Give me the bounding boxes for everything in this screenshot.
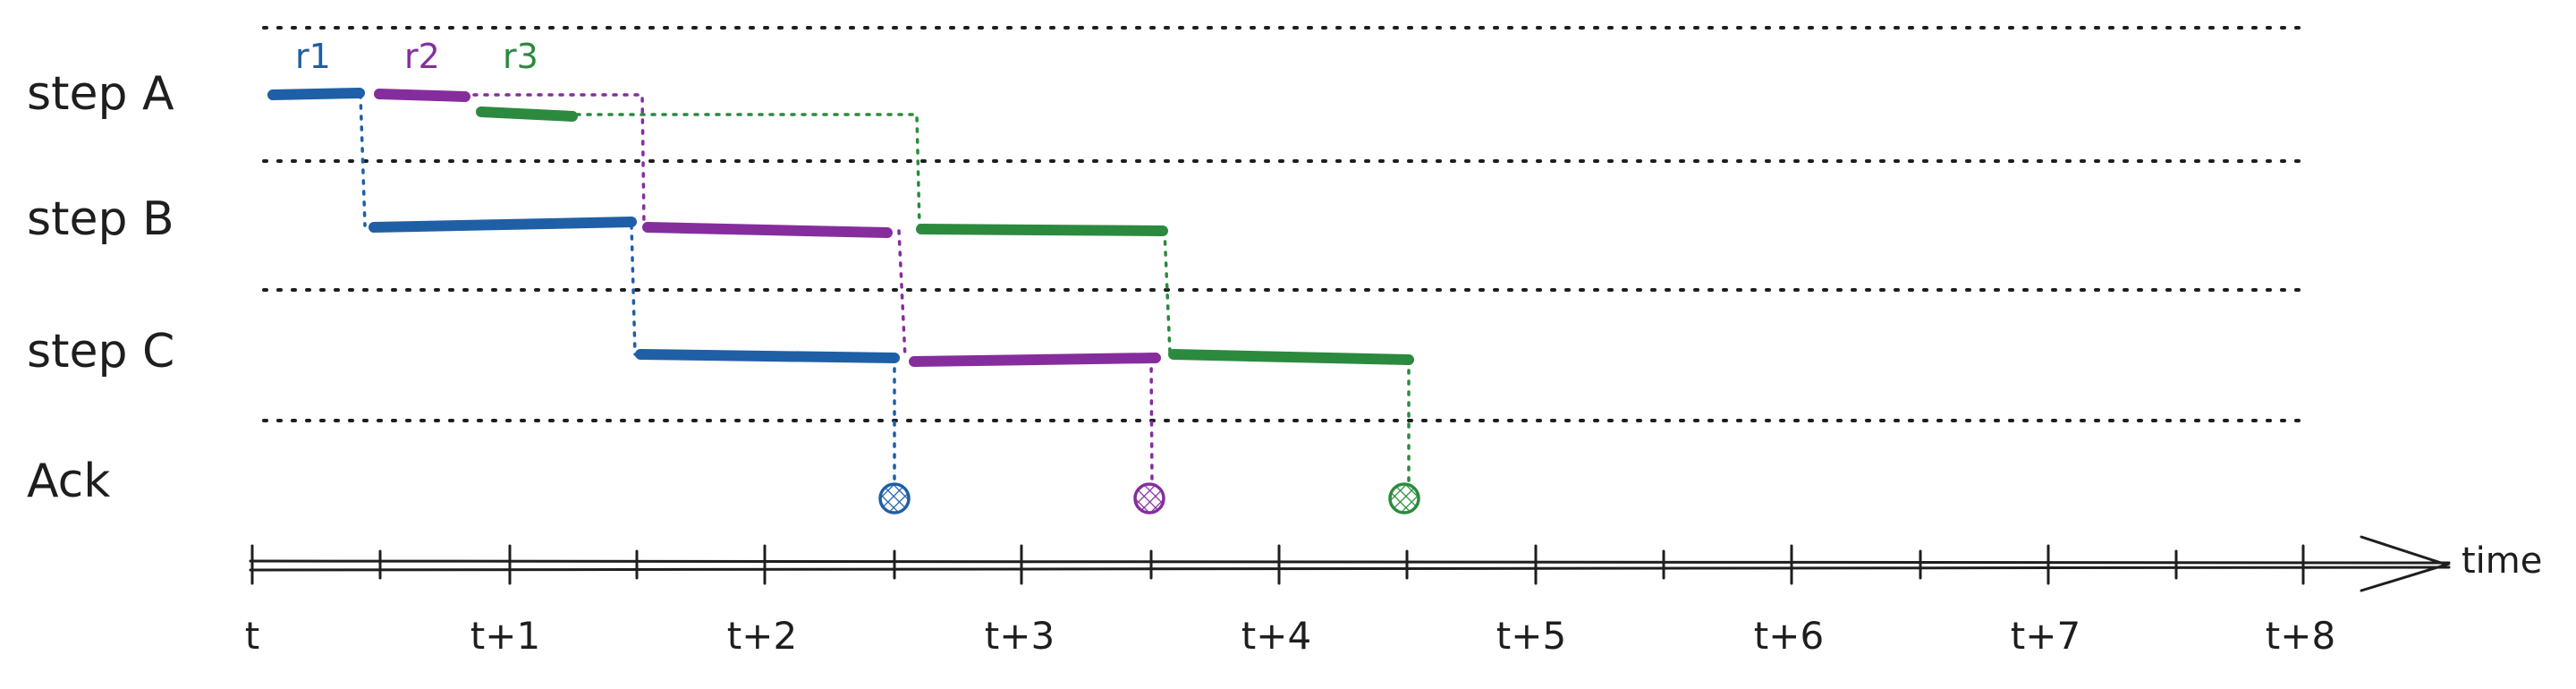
major-ticks [250, 544, 2305, 585]
row-label-step-a: step A [27, 67, 174, 121]
row-label-ack: Ack [27, 455, 110, 508]
tick-label: t+8 [2266, 614, 2335, 658]
row-label-step-b: step B [27, 192, 174, 246]
row-label-step-c: step C [27, 325, 174, 379]
segment-r2-step-a [374, 89, 470, 102]
tick-label: t+1 [470, 614, 540, 658]
connector-r2-a-b [472, 93, 646, 227]
request-label-r1: r1 [295, 37, 331, 76]
connector-r3-b-c [1163, 229, 1172, 354]
lane-separators [262, 26, 2309, 422]
connector-r1-b-c [630, 224, 637, 356]
row-labels: step A step B step C Ack [27, 67, 174, 508]
connector-r1-a-b [359, 93, 367, 227]
tick-label: t+4 [1241, 614, 1311, 658]
tick-label: t+5 [1496, 614, 1566, 658]
connector-r2-b-c [897, 229, 907, 360]
tick-labels: t t+1 t+2 t+3 t+4 t+5 t+6 t+7 t+8 [245, 614, 2335, 658]
segment-r1-step-a [267, 88, 365, 100]
tick-label: t+2 [727, 614, 797, 658]
time-axis-label: time [2462, 540, 2542, 582]
connectors [359, 93, 1411, 487]
segment-r3-step-b [916, 224, 1168, 236]
tick-label: t+7 [2011, 614, 2080, 658]
request-label-r2: r2 [404, 37, 440, 76]
minor-ticks [378, 549, 2178, 580]
segments [267, 88, 1414, 367]
tick-label: t+6 [1754, 614, 1824, 658]
segment-r3-step-a [476, 106, 578, 122]
ack-markers [878, 482, 1420, 515]
tick-label: t+3 [985, 614, 1055, 658]
time-axis-line [249, 566, 2451, 572]
time-axis: time t t+1 t+2 t [245, 535, 2542, 658]
ack-marker-r2 [1133, 482, 1165, 515]
request-labels: r1 r2 r3 [295, 37, 538, 76]
ack-marker-r1 [878, 482, 911, 515]
tick-label: t [245, 614, 259, 658]
ack-marker-r3 [1388, 482, 1420, 515]
time-axis-arrowhead [2360, 535, 2451, 592]
segment-r1-step-c [635, 349, 900, 363]
segment-r2-step-c [909, 353, 1161, 367]
request-label-r3: r3 [503, 37, 538, 76]
connector-r3-a-b [575, 113, 921, 229]
time-axis-line [249, 559, 2451, 565]
segment-r2-step-b [642, 222, 893, 238]
segment-r1-step-b [369, 217, 637, 233]
segment-r3-step-c [1168, 349, 1414, 365]
connector-r2-c-ack [1149, 356, 1154, 487]
